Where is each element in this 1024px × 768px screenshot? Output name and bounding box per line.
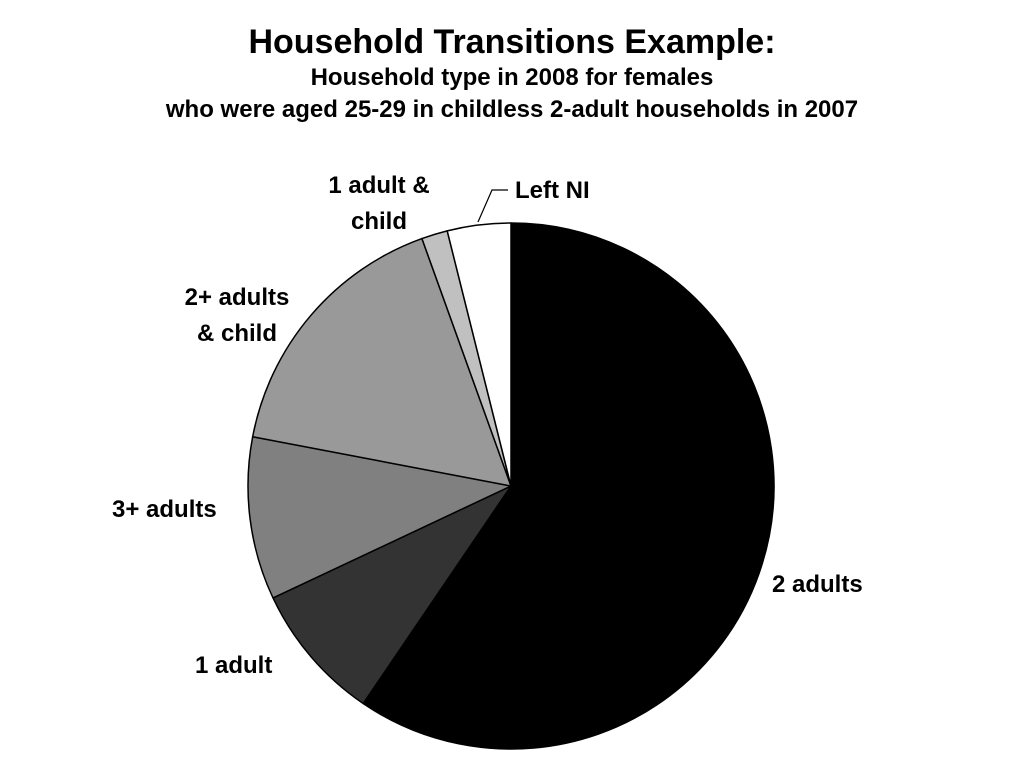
slice-label-1-adult: 1 adult xyxy=(195,652,272,679)
chart-subtitle-line-1: Household type in 2008 for females xyxy=(310,64,714,91)
pie-slice-2-adults xyxy=(362,222,775,750)
slice-label-2-adults: 2 adults xyxy=(772,571,863,598)
slice-label-1-adult-and-child: 1 adult & child xyxy=(328,172,429,235)
pie-slice-1-adult xyxy=(272,485,512,705)
pie-slice-3-adults xyxy=(247,435,512,599)
title-block: Household Transitions Example: Household… xyxy=(0,22,1024,126)
slice-label-2-adults-and-child: 2+ adults & child xyxy=(185,284,290,347)
pie-slice-2-adults-and-child xyxy=(251,237,512,487)
chart-subtitle-line-2: who were aged 25-29 in childless 2-adult… xyxy=(165,96,859,123)
slice-label-3-adults: 3+ adults xyxy=(112,496,217,523)
slice-label-left-ni: Left NI xyxy=(515,177,590,204)
chart-title: Household Transitions Example: xyxy=(248,23,776,61)
pie-slice-left-ni xyxy=(446,222,512,487)
leader-line-left-ni xyxy=(477,189,508,223)
